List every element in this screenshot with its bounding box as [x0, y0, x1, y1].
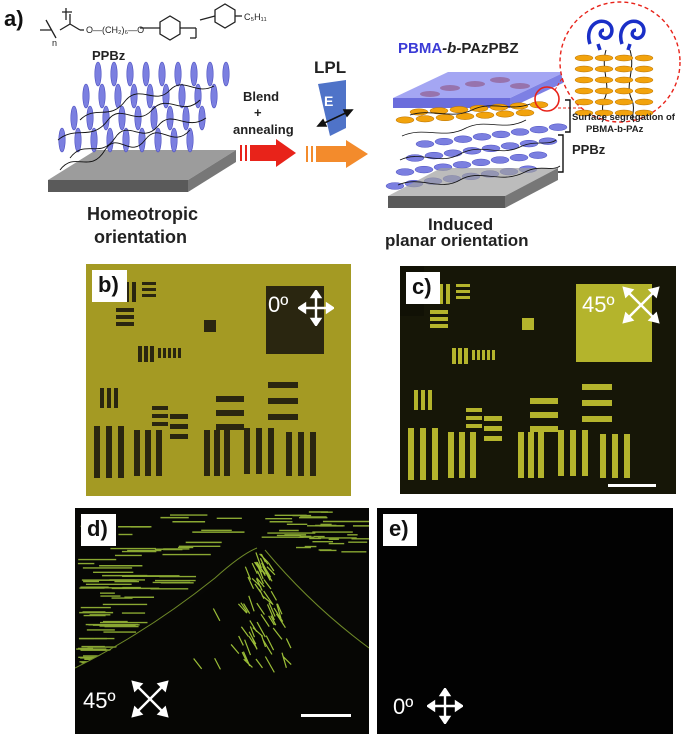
e-label: E	[324, 93, 333, 109]
blend-label-2: +	[254, 105, 262, 120]
left-caption-line2: orientation	[94, 227, 187, 247]
top-label: PBMA-b-PAzPBZ	[398, 40, 519, 57]
bracket-top	[565, 99, 571, 133]
zoom-source-circle	[534, 86, 560, 112]
panel-e-label: e)	[383, 514, 417, 546]
scale-bar	[608, 484, 656, 487]
segregation-label-1: Surface segregation of	[572, 112, 676, 123]
panel-b-label: b)	[92, 270, 127, 302]
diagonal-cross-icon	[131, 680, 169, 718]
right-caption-line2: planar orientation	[385, 231, 529, 250]
orange-mesogen-layer	[395, 101, 549, 124]
panel-c-label: c)	[406, 272, 440, 304]
panel-d-angle: 45º	[83, 688, 116, 713]
panel-e: e) 0º	[377, 508, 673, 734]
lpl-label: LPL	[314, 58, 346, 77]
orange-arrow	[306, 140, 368, 168]
panel-c-angle: 45º	[582, 292, 615, 317]
chem-chain: O—(CH₂)₆—O	[86, 25, 144, 35]
polarization-arrow	[316, 109, 354, 127]
blend-label-1: Blend	[243, 89, 279, 104]
chemical-structure	[40, 3, 242, 41]
panel-a-graphic: a) n O—(CH₂)₆—O C₅H₁₁ PPBz	[4, 1, 681, 250]
panel-e-angle: 0º	[393, 694, 414, 719]
chem-n: n	[52, 38, 57, 48]
layer-label: PPBz	[572, 142, 606, 157]
polymer-name: PPBz	[92, 48, 126, 63]
panel-d: d) 45º	[75, 508, 369, 734]
right-caption-line1: Induced	[428, 215, 493, 234]
polarizer-cross-icon	[298, 290, 334, 326]
panel-b-angle: 0º	[268, 292, 289, 317]
left-caption-line1: Homeotropic	[87, 204, 198, 224]
bottom-substrate	[388, 168, 558, 208]
panel-d-label: d)	[81, 514, 116, 546]
chem-tail: C₅H₁₁	[244, 12, 267, 22]
segregation-label-2: PBMA-b-PAz	[586, 124, 644, 135]
blend-label-3: annealing	[233, 122, 294, 137]
panel-a: a) n O—(CH₂)₆—O C₅H₁₁ PPBz	[0, 0, 685, 252]
panel-c: c) 45º	[400, 266, 676, 494]
homeotropic-film	[48, 61, 236, 192]
resolution-target-b	[86, 264, 351, 496]
polymer-chains	[397, 103, 561, 186]
zoom-inset	[559, 1, 681, 123]
panel-b: b) 0º	[86, 264, 351, 496]
polarizer-cross-icon	[427, 688, 463, 724]
lpl-beam	[318, 80, 346, 136]
top-film	[393, 72, 565, 108]
scale-bar	[301, 714, 351, 717]
red-arrow	[240, 139, 296, 167]
panel-a-label: a)	[4, 6, 24, 31]
diagonal-cross-icon	[622, 286, 660, 324]
fuji-image	[75, 508, 369, 734]
bracket-bottom	[558, 134, 564, 173]
resolution-target-c	[400, 266, 676, 494]
